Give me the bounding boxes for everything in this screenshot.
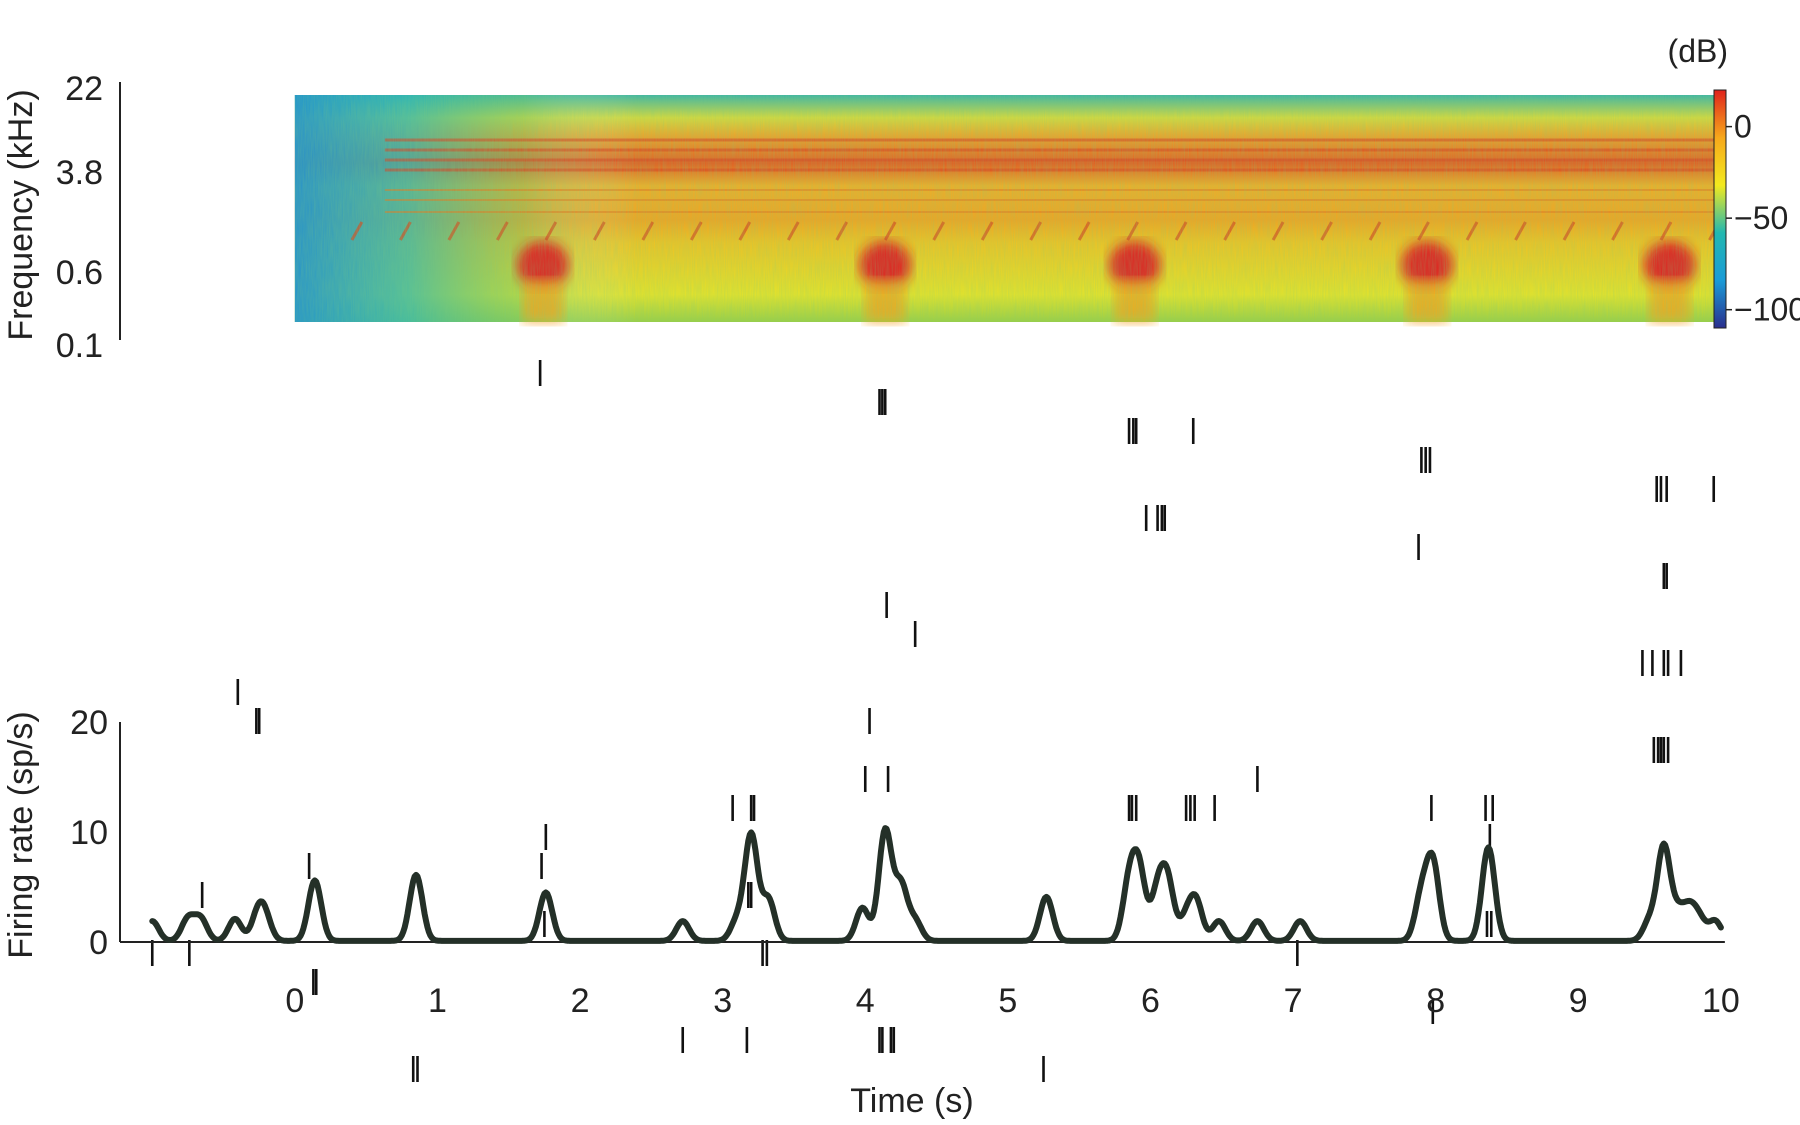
spectrogram-panel: 22 3.8 0.6 0.1 Frequency (kHz) bbox=[2, 70, 1721, 365]
spectrogram-y-label: Frequency (kHz) bbox=[2, 89, 40, 340]
colorbar-tick-label: −50 bbox=[1734, 200, 1788, 236]
firing-rate-y-ticks: 0 10 20 bbox=[70, 704, 108, 962]
time-x-tick-label: 6 bbox=[1141, 982, 1160, 1020]
colorbar-tick-label: 0 bbox=[1734, 109, 1752, 145]
firing-rate-y-tick-label: 20 bbox=[70, 704, 108, 742]
time-x-tick-label: 10 bbox=[1702, 982, 1740, 1020]
firing-rate-panel: 0 10 20 0 1 2 3 4 5 6 7 8 9 10 Firing rate (sp/s) Ti… bbox=[2, 704, 1740, 1120]
time-x-tick-label: 2 bbox=[571, 982, 590, 1020]
firing-rate-y-label: Firing rate (sp/s) bbox=[2, 711, 40, 959]
time-x-tick-label: 9 bbox=[1569, 982, 1588, 1020]
time-x-tick-label: 5 bbox=[998, 982, 1017, 1020]
spectrogram-y-tick-label: 0.1 bbox=[56, 327, 103, 365]
spectrogram-y-tick-label: 22 bbox=[65, 70, 103, 108]
time-x-tick-label: 3 bbox=[713, 982, 732, 1020]
time-x-tick-label: 8 bbox=[1426, 982, 1445, 1020]
colorbar: (dB) 0 −50 −100 bbox=[1668, 33, 1800, 329]
colorbar-tick-label: −100 bbox=[1734, 292, 1800, 328]
time-x-tick-label: 1 bbox=[428, 982, 447, 1020]
spike-raster bbox=[150, 360, 1716, 1082]
colorbar-scale bbox=[1713, 89, 1727, 329]
spectrogram-y-tick-label: 3.8 bbox=[56, 154, 103, 192]
firing-rate-y-tick-label: 0 bbox=[89, 924, 108, 962]
colorbar-ticks: 0 −50 −100 bbox=[1726, 109, 1800, 328]
spectrogram-y-ticks: 22 3.8 0.6 0.1 bbox=[56, 70, 103, 365]
time-x-tick-label: 0 bbox=[285, 982, 304, 1020]
time-x-label: Time (s) bbox=[850, 1082, 973, 1120]
time-x-tick-label: 7 bbox=[1284, 982, 1303, 1020]
firing-rate-y-tick-label: 10 bbox=[70, 814, 108, 852]
colorbar-label: (dB) bbox=[1668, 33, 1728, 69]
firing-rate-series-line bbox=[149, 825, 1724, 944]
time-x-ticks: 0 1 2 3 4 5 6 7 8 9 10 bbox=[285, 982, 1739, 1020]
spectrogram-y-tick-label: 0.6 bbox=[56, 254, 103, 292]
spectrogram-texture bbox=[294, 95, 1721, 322]
time-x-tick-label: 4 bbox=[856, 982, 875, 1020]
